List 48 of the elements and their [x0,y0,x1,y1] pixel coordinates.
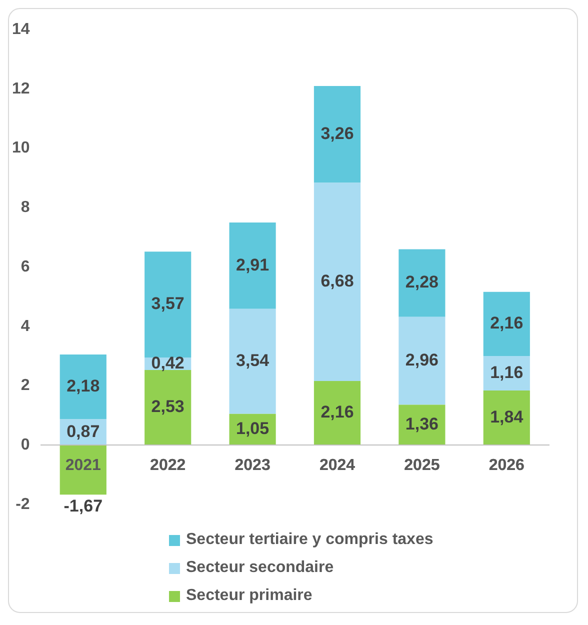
data-label: 3,26 [320,124,354,144]
data-label: 2,28 [405,272,438,292]
y-tick-label: 10 [12,140,30,157]
bar [314,182,361,381]
data-label: 2,91 [236,255,270,274]
y-tick-label: 4 [20,318,30,335]
data-label: 3,54 [236,351,270,370]
y-tick-label: 0 [20,436,30,454]
y-tick-label: 8 [20,199,30,216]
bar [483,292,530,356]
bar [483,390,530,446]
bar [144,252,192,358]
data-label: 1,84 [490,407,524,426]
legend-label: Secteur primaire [186,587,312,605]
data-label: 2,16 [490,314,524,333]
data-label: 2,96 [405,350,438,370]
bar [314,380,361,446]
legend-label: Secteur tertiaire y compris taxes [186,531,434,549]
bar [60,354,106,420]
data-label: 2,53 [151,397,184,416]
x-tick-label: 2026 [488,457,525,474]
y-tick-label: 2 [20,377,30,394]
y-tick-label: -2 [16,496,30,513]
data-label: 0,87 [66,422,100,441]
bar [229,222,276,309]
bar [398,249,446,317]
x-tick-label: 2022 [150,457,186,474]
data-label: 0,42 [151,353,184,372]
data-label: 1,16 [490,362,524,382]
bar [314,86,361,183]
data-label: 2,18 [66,376,100,396]
y-tick-label: 14 [12,21,30,38]
bar [398,316,446,405]
x-tick-label: 2021 [65,457,102,474]
x-tick-label: 2024 [319,457,356,474]
x-tick-label: 2023 [234,457,270,474]
legend-label: Secteur secondaire [186,559,334,577]
data-label: 2,16 [320,402,354,422]
y-tick-label: 12 [12,80,30,98]
data-label: -1,67 [64,496,103,516]
data-label: 6,68 [320,272,354,291]
data-label: 1,05 [236,419,270,438]
x-tick-label: 2025 [404,457,440,474]
bar [229,308,276,414]
bar [144,370,192,446]
data-label: 1,36 [405,414,438,434]
y-tick-label: 6 [20,258,30,276]
data-label: 3,57 [151,294,184,314]
